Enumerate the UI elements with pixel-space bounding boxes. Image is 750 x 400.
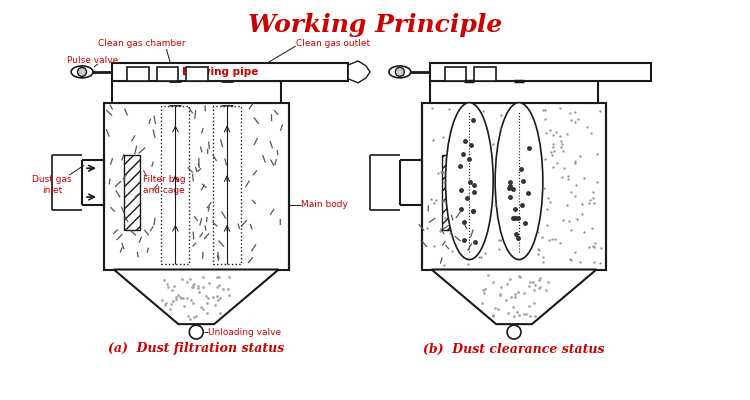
Polygon shape (114, 270, 279, 324)
Text: Filter bag
and cage: Filter bag and cage (142, 176, 185, 195)
Text: Working Principle: Working Principle (248, 13, 502, 37)
Bar (112, 63, 348, 81)
Ellipse shape (446, 103, 494, 260)
Text: Blowing pipe: Blowing pipe (182, 67, 258, 77)
Bar (124, 155, 140, 230)
Polygon shape (348, 61, 370, 83)
Ellipse shape (495, 103, 543, 260)
Text: Clean gas chamber: Clean gas chamber (98, 38, 185, 48)
Bar (422, 103, 607, 270)
Bar (186, 67, 209, 81)
Bar (112, 81, 280, 103)
Bar (474, 67, 496, 81)
Text: Dust gas
inlet: Dust gas inlet (32, 176, 72, 195)
Bar (430, 63, 651, 81)
Bar (157, 67, 178, 81)
Ellipse shape (389, 66, 411, 78)
Text: (a)  Dust filtration status: (a) Dust filtration status (108, 342, 284, 356)
Bar (213, 106, 241, 264)
Bar (104, 103, 289, 270)
Bar (442, 155, 458, 230)
Circle shape (395, 68, 404, 76)
Circle shape (189, 325, 203, 339)
Text: Unloading valve: Unloading valve (209, 328, 281, 336)
Bar (127, 67, 148, 81)
Circle shape (507, 325, 521, 339)
Text: (b)  Dust clearance status: (b) Dust clearance status (423, 342, 604, 356)
Text: Clean gas outlet: Clean gas outlet (296, 38, 370, 48)
Text: Main body: Main body (301, 200, 347, 210)
Bar (430, 81, 598, 103)
Bar (161, 106, 189, 264)
Ellipse shape (71, 66, 93, 78)
Text: Pulse valve: Pulse valve (68, 56, 118, 66)
Polygon shape (431, 270, 596, 324)
Circle shape (77, 68, 86, 76)
Bar (445, 67, 466, 81)
